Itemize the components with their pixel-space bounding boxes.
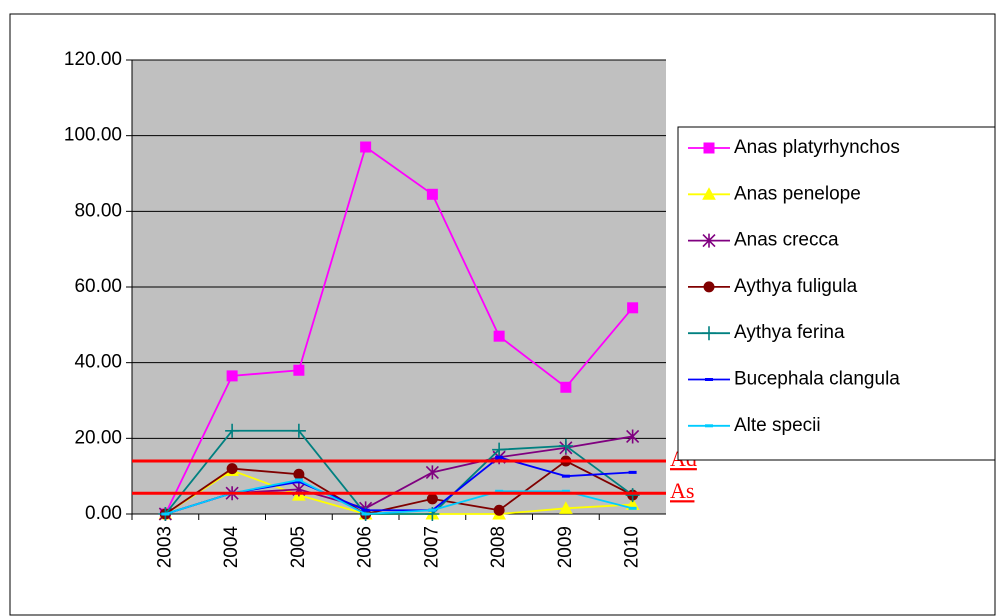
- marker: [361, 508, 370, 512]
- y-tick-label: 0.00: [85, 503, 122, 524]
- legend: [677, 126, 996, 461]
- marker: [493, 330, 505, 342]
- marker: [558, 438, 573, 453]
- marker: [428, 508, 437, 512]
- marker: [628, 470, 637, 474]
- marker: [226, 463, 238, 475]
- marker: [291, 423, 306, 438]
- legend-label: Anas crecca: [734, 230, 839, 251]
- legend-marker: [702, 233, 716, 248]
- reference-label: As: [670, 478, 694, 503]
- marker: [361, 512, 370, 516]
- y-tick-label: 20.00: [74, 427, 122, 448]
- marker: [293, 468, 305, 480]
- y-tick-label: 80.00: [74, 200, 122, 221]
- marker: [495, 455, 504, 459]
- y-tick-label: 120.00: [64, 49, 122, 70]
- legend-label: Bucephala clangula: [734, 369, 900, 390]
- legend-label: Anas penelope: [734, 183, 861, 204]
- legend-marker: [705, 424, 713, 428]
- marker: [628, 506, 637, 510]
- marker: [559, 501, 573, 514]
- marker: [492, 442, 507, 457]
- marker: [493, 504, 505, 516]
- legend-label: Aythya fuligula: [734, 276, 858, 297]
- x-tick-label: 2006: [355, 526, 376, 568]
- x-tick-label: 2004: [221, 526, 242, 569]
- legend-label: Aythya ferina: [734, 322, 845, 343]
- marker: [561, 489, 570, 493]
- x-tick-label: 2003: [154, 526, 175, 568]
- legend-marker: [703, 281, 715, 293]
- x-tick-label: 2009: [555, 526, 576, 568]
- legend-marker: [702, 187, 716, 200]
- legend-label: Alte specii: [734, 415, 821, 436]
- legend-marker: [705, 378, 713, 381]
- marker: [626, 429, 640, 444]
- marker: [426, 188, 438, 200]
- y-tick-label: 40.00: [74, 352, 122, 373]
- legend-label: Anas platyrhynchos: [734, 137, 900, 158]
- marker: [225, 423, 240, 438]
- marker: [625, 488, 640, 503]
- marker: [161, 512, 170, 516]
- y-tick-label: 100.00: [64, 125, 122, 146]
- y-tick-label: 60.00: [74, 276, 122, 297]
- marker: [426, 493, 438, 505]
- marker: [561, 474, 570, 478]
- marker: [425, 465, 439, 480]
- legend-marker: [703, 142, 715, 154]
- marker: [495, 489, 504, 493]
- x-tick-label: 2005: [288, 526, 309, 568]
- series-line: [164, 459, 634, 515]
- x-tick-label: 2010: [622, 526, 643, 568]
- marker: [294, 478, 303, 482]
- marker: [226, 370, 238, 382]
- series-line: [164, 429, 634, 515]
- marker: [627, 302, 639, 314]
- x-tick-label: 2008: [488, 526, 509, 568]
- x-tick-label: 2007: [421, 526, 442, 568]
- series-line: [164, 145, 634, 515]
- marker: [293, 364, 305, 376]
- legend-marker: [702, 326, 716, 341]
- marker: [360, 141, 372, 153]
- marker: [560, 381, 572, 393]
- marker: [294, 480, 303, 484]
- series-line: [165, 479, 633, 515]
